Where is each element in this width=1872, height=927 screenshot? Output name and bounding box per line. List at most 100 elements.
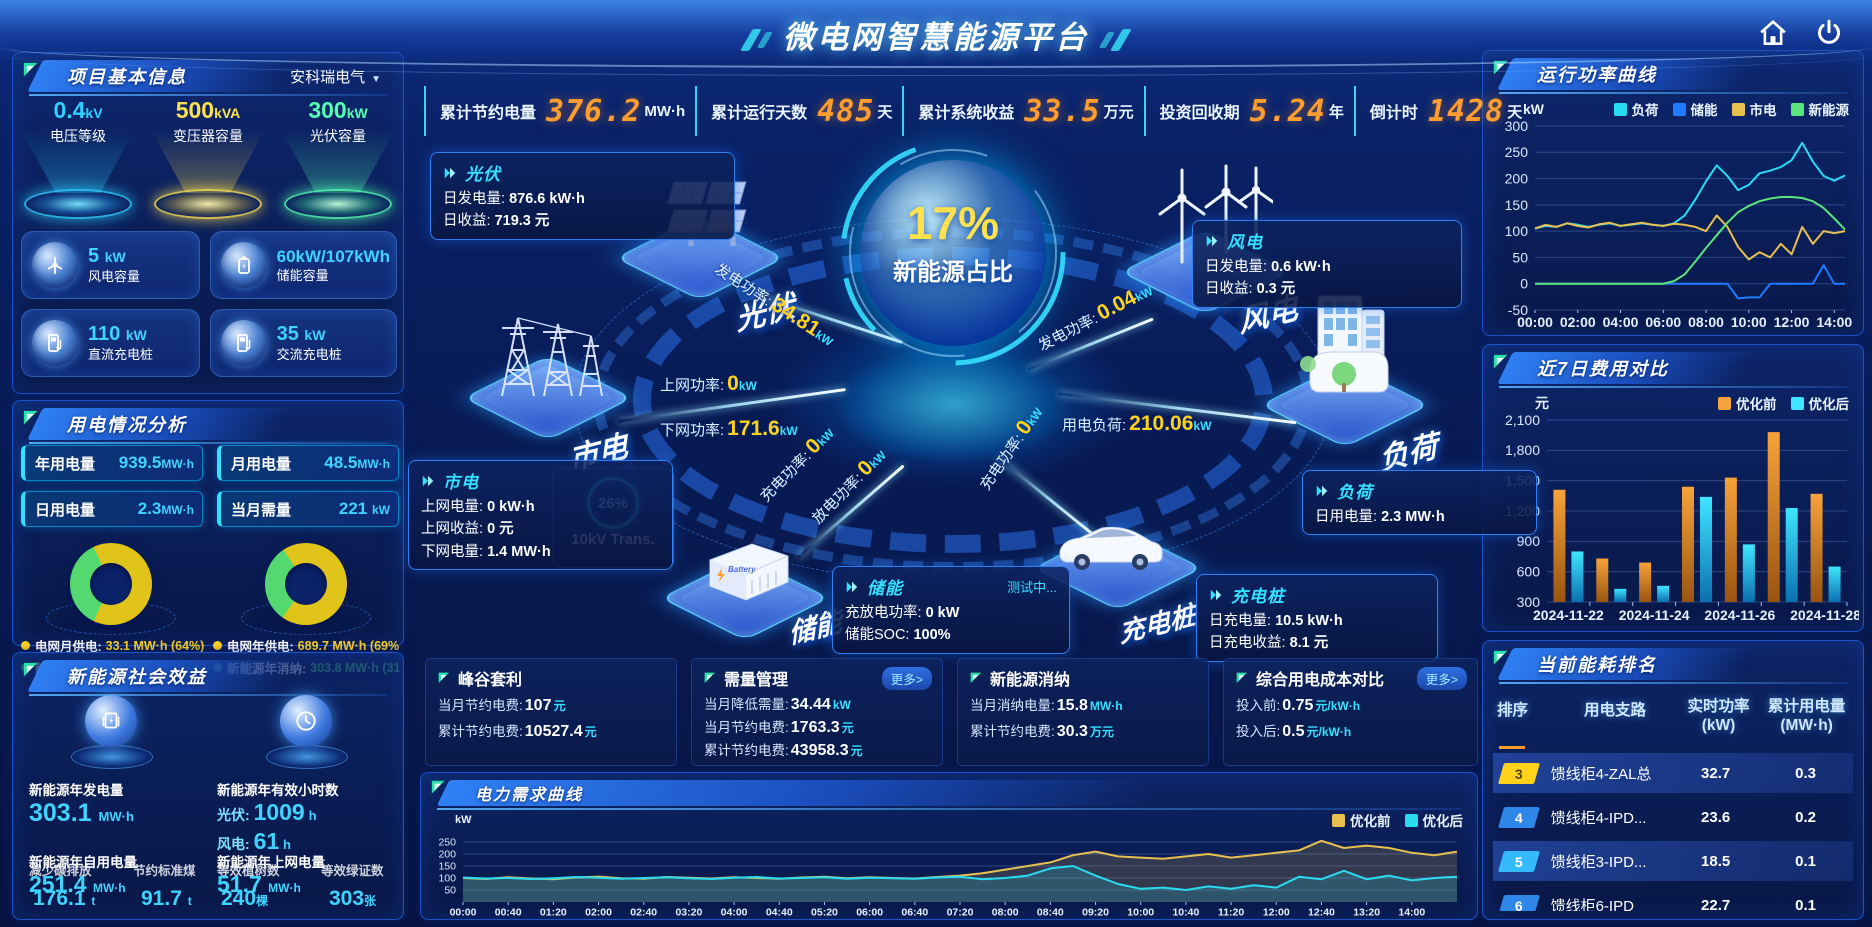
ev-car-icon [1059,526,1163,570]
kpi-value: 5.24 [1249,93,1326,129]
svg-text:04:40: 04:40 [766,907,793,919]
svg-text:300: 300 [1517,594,1541,610]
svg-text:50: 50 [444,885,456,897]
legend-item[interactable]: 市电 [1731,99,1777,119]
benefit-value: 176.1 [33,887,86,910]
wind-hours-value: 61 [253,828,280,854]
svg-text:100: 100 [1505,223,1529,239]
infobox-title: 充电桩 [1231,587,1285,606]
pedestal-voltage: 0.4kV 电压等级 [19,97,137,219]
panel-corner-icon [1493,650,1510,672]
legend-grid-year: 电网年供电: 689.7 MW·h (69%) [213,636,399,655]
rank-badge: 5 [1497,850,1540,872]
svg-text:02:00: 02:00 [1560,314,1596,330]
svg-text:100: 100 [438,873,456,885]
pv-hours-label: 光伏: [217,807,250,823]
power-button[interactable] [1812,16,1846,50]
card-cost-compare: 综合用电成本对比 更多> 投入前: 0.75 元/kW·h 投入后: 0.5 元/kW·h [1223,658,1478,766]
col-energy: 累计用电量 (MW·h) [1767,698,1846,734]
pill-value: 939.5 [118,453,162,472]
svg-text:06:00: 06:00 [856,907,883,919]
benefit-unit: 张 [364,894,377,908]
pill-unit: kW [372,503,390,517]
legend-label: 电网月供电: [35,640,102,654]
svg-text:250: 250 [1505,144,1529,160]
renewable-percent: 17% [906,197,1000,249]
benefit-unit: t [187,894,192,908]
table-row[interactable]: 6 馈线柜6-IPD 22.7 0.1 [1493,885,1853,912]
ranking-table-header: 排序 用电支路 实时功率 (kW) 累计用电量 (MW·h) [1483,684,1863,750]
benefit-export: 新能源年上网电量 等效植树数 等效绿证数 51.7 MW·h 240棵 303张 [217,851,402,915]
svg-text:10:00: 10:00 [1127,907,1154,919]
realtime-power: 18.5 [1701,852,1731,870]
svg-text:01:20: 01:20 [540,907,567,919]
legend-item[interactable]: 优化前 [1332,810,1391,830]
more-button[interactable]: 更多> [1416,666,1467,690]
chevron-right-icon [1210,589,1222,600]
legend-item[interactable]: 新能源 [1790,99,1849,119]
svg-text:00:40: 00:40 [495,907,522,919]
legend-item[interactable]: 储能 [1672,99,1718,119]
card-renewable-consumption: 新能源消纳 当月消纳电量: 15.8 MW·h 累计节约电费: 30.3 万元 [957,658,1209,766]
chevron-right-icon [444,167,456,178]
svg-text:Battery: Battery [728,565,756,574]
wind-hours-label: 风电: [217,836,250,852]
pedestal-transformer: 500kVA 变压器容量 [149,97,267,219]
pv-hours-unit: h [308,808,317,823]
svg-text:08:00: 08:00 [992,907,1019,919]
home-button[interactable] [1756,16,1790,50]
svg-text:10:40: 10:40 [1172,907,1199,919]
benefit-label-ghost: 节约标准煤 [133,864,196,878]
cost7-legend: 优化前 优化后 [1718,393,1849,413]
branch-name: 馈线柜4-ZAL总 [1550,765,1652,783]
pedestal-value: 500 [175,97,215,123]
panel-demand-header: 电力需求曲线 [429,778,1469,810]
kpi-unit: 天 [1507,103,1523,121]
benefit-unit: MW·h [92,881,126,895]
panel-corner-icon [1493,354,1510,376]
pedestal-label: 光伏容量 [310,128,366,144]
svg-text:150: 150 [438,861,456,873]
svg-text:2024-11-28: 2024-11-28 [1790,607,1859,623]
realtime-power: 23.6 [1701,808,1731,826]
icon-disc [71,745,153,769]
kpi-run-days: 累计运行天数 485 天 [695,86,902,136]
table-row[interactable]: 3 馈线柜4-ZAL总 32.7 0.3 [1493,753,1853,794]
page-title-text: 微电网智慧能源平台 [783,20,1089,55]
table-row[interactable]: 5 馈线柜3-IPD... 18.5 0.1 [1493,841,1853,882]
svg-text:14:00: 14:00 [1816,314,1852,330]
page-title: 微电网智慧能源平台 [740,12,1132,57]
month-donut-chart [36,543,186,635]
capsule-value: 60kW/107kWh [276,247,390,267]
capsule-wind-capacity: 5 kW 风电容量 [21,231,200,299]
orb-arc-ring [840,140,1066,366]
realtime-power: 22.7 [1701,896,1731,912]
panel-usage-title: 用电情况分析 [67,415,187,435]
benefit-hours-icon-group [208,695,403,773]
pedestal-disc [154,189,262,219]
panel-project-title: 项目基本信息 [67,67,187,87]
legend-item[interactable]: 优化前 [1718,393,1777,413]
col-rank[interactable]: 排序 [1497,698,1553,750]
donut-row [13,543,403,635]
rank-badge: 4 [1497,806,1540,828]
table-row[interactable]: 4 馈线柜4-IPD... 23.6 0.2 [1493,797,1853,837]
kpi-payback: 投资回收期 5.24 年 [1143,86,1354,136]
company-select[interactable]: 安科瑞电气 ▼ [290,66,381,87]
capsule-value: 5 [88,245,100,268]
pill-unit: MW·h [161,503,194,517]
legend-item[interactable]: 优化后 [1790,393,1849,413]
benefit-label-ghost: 等效绿证数 [321,864,384,878]
benefit-value: 51.7 [217,871,262,897]
more-button[interactable]: 更多> [881,666,932,690]
legend-item[interactable]: 负荷 [1613,99,1659,119]
svg-text:02:40: 02:40 [630,907,657,919]
svg-text:-50: -50 [1508,302,1528,318]
legend-item[interactable]: 优化后 [1404,810,1463,830]
svg-text:08:00: 08:00 [1688,314,1724,330]
kpi-unit: 天 [877,103,893,121]
total-energy: 0.1 [1795,852,1816,870]
legend-value: 33.1 MW·h (64%) [105,638,205,653]
card-title: 新能源消纳 [990,672,1071,689]
pill-unit: MW·h [161,457,194,471]
